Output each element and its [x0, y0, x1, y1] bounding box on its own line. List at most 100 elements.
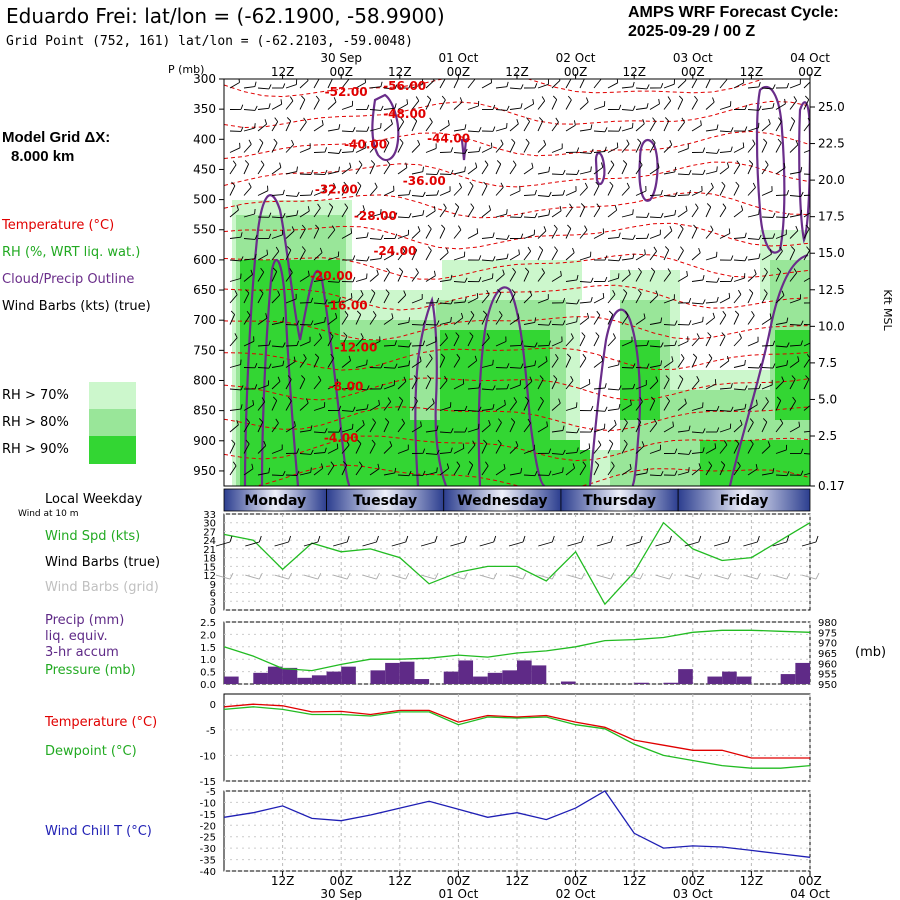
wind-barb-staff — [397, 345, 410, 348]
wind-barb-staff — [635, 317, 646, 325]
wind-barb-flag — [310, 169, 314, 175]
wind-barb-flag — [707, 332, 712, 337]
wind-barb-staff — [663, 249, 670, 261]
wind-barb-staff — [397, 216, 410, 219]
wind-barb-flag — [805, 375, 810, 380]
wind-barb-flag — [483, 181, 488, 187]
wind-barb-flag — [296, 470, 300, 476]
wind-barb-staff — [705, 206, 712, 218]
wind-barb-staff — [593, 166, 604, 175]
wind-barb-staff — [369, 186, 378, 196]
date-label: 02 Oct — [556, 887, 596, 900]
wind-barb-staff — [789, 83, 801, 89]
wind-barb-flag — [258, 418, 264, 423]
wind-barb-staff — [467, 207, 475, 218]
wind-barb-flag — [653, 246, 657, 252]
wind-barb-staff — [299, 228, 306, 239]
wind-barb-flag — [506, 363, 510, 369]
wind-barb-staff — [733, 147, 745, 153]
wind-barb-staff — [747, 143, 756, 153]
wind-barb-staff — [551, 210, 562, 218]
wind-barb-staff — [495, 258, 507, 261]
wind-barb-staff — [425, 275, 436, 282]
wind-barb-flag — [674, 320, 678, 326]
wind-barb-staff — [383, 142, 390, 153]
wind-barb-flag — [482, 310, 488, 315]
surface-wind-barb-grid — [639, 572, 644, 580]
wind-barb-flag — [628, 269, 631, 275]
wind-barb-staff — [607, 185, 614, 196]
wind-barbs-true-label: Wind Barbs (true) — [45, 555, 161, 570]
wind-barb-staff — [677, 275, 688, 282]
wind-barb-flag — [604, 383, 607, 389]
wind-barb-staff — [481, 185, 488, 196]
wind-barb-flag — [772, 340, 776, 346]
wind-barb-flag — [790, 117, 796, 122]
wind-barb-staff — [733, 364, 745, 368]
wind-barb-flag — [414, 396, 418, 402]
wind-chill-line — [223, 790, 811, 858]
wind-barb-flag — [444, 333, 448, 339]
wind-barb-staff — [761, 123, 771, 132]
wind-barb-flag — [531, 162, 534, 168]
wind-barb-flag — [412, 117, 418, 122]
pressure-tick-label: 550 — [193, 223, 216, 237]
wind-barb-flag — [374, 139, 378, 145]
wind-barb-flag — [632, 234, 636, 240]
surface-wind-barb-true — [229, 535, 233, 543]
pressure-unit: (mb) — [855, 645, 887, 660]
wind-barb-staff — [327, 128, 339, 132]
wind-barb-staff — [761, 421, 768, 433]
grid-point-info: Grid Point (752, 161) lat/lon = (-62.210… — [6, 34, 413, 49]
wind-barb-flag — [554, 246, 558, 251]
surface-wind-barb-true — [258, 535, 262, 543]
wind-barb-flag — [366, 256, 370, 262]
pressure-tick-label: 960 — [818, 659, 837, 670]
surface-wind-barb-grid — [567, 574, 582, 580]
wind-barb-flag — [815, 467, 816, 472]
wind-barb-flag — [478, 127, 482, 132]
wind-barb-flag — [638, 267, 642, 273]
wind-barb-flag — [374, 182, 378, 188]
wind-barb-staff — [271, 345, 284, 348]
wind-barb-flag — [338, 148, 342, 154]
wind-barb-flag — [744, 232, 747, 238]
wind-barb-flag — [291, 226, 295, 232]
wind-barb-flag — [272, 396, 278, 401]
precip-legend: Precip (mm) liq. equiv. 3-hr accum — [45, 613, 124, 661]
wind-barb-flag — [651, 138, 656, 144]
wind-barb-staff — [509, 164, 517, 175]
wind-barb-staff — [397, 234, 409, 239]
wind-barb-flag — [387, 397, 392, 402]
wind-barb-staff — [677, 403, 687, 411]
wind-barb-staff — [481, 408, 493, 411]
wind-barb-staff — [789, 100, 797, 110]
forecast-cycle-label: AMPS WRF Forecast Cycle: — [628, 4, 839, 21]
height-tick-label: 12.5 — [818, 283, 845, 297]
wind-barb-flag — [478, 382, 481, 389]
wind-barb-staff — [243, 86, 255, 89]
panel-tick-label: -30 — [200, 844, 216, 855]
wind-barb-flag — [576, 169, 580, 175]
wind-barb-staff — [383, 421, 390, 433]
height-tick-label: 15.0 — [818, 246, 845, 260]
wind-barb-staff — [271, 251, 280, 261]
wind-barb-staff — [607, 465, 615, 476]
wind-barb-flag — [622, 160, 628, 165]
wind-barb-staff — [761, 445, 771, 454]
wind-barb-staff — [495, 468, 506, 476]
wind-barb-flag — [623, 439, 628, 445]
surface-wind-barb-grid — [655, 574, 670, 580]
wind-barb-flag — [506, 209, 508, 215]
wind-barb-staff — [425, 121, 433, 132]
surface-wind-barb-true — [333, 541, 348, 547]
wind-barb-staff — [439, 380, 448, 390]
wind-barb-staff — [537, 344, 550, 347]
wind-barb-staff — [621, 213, 633, 218]
wind-barb-staff — [411, 400, 418, 411]
wind-barb-staff — [635, 107, 647, 110]
wind-barb-staff — [747, 86, 759, 89]
weekday-label: Thursday — [583, 493, 656, 509]
wind-barb-staff — [509, 421, 516, 433]
